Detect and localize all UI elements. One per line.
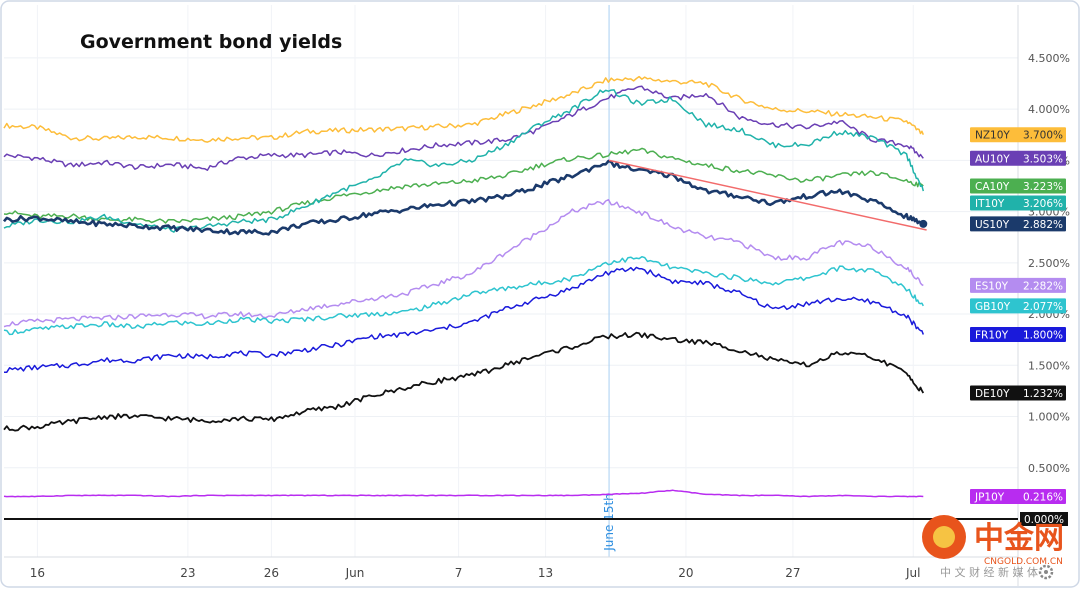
zero-label-bg bbox=[1020, 512, 1068, 526]
x-tick-label: 7 bbox=[455, 566, 463, 580]
series-label-bg bbox=[970, 298, 1066, 314]
watermark-logo: 中金网 CNGOLD.COM.CN 中 文 财 经 新 媒 体 bbox=[922, 515, 1064, 579]
series-label-jp10y: JP10Y 0.216% bbox=[970, 488, 1066, 504]
series-label-de10y: DE10Y 1.232% bbox=[970, 385, 1066, 401]
series-label-value: 3.503% bbox=[1023, 153, 1063, 165]
series-label-name: CA10Y bbox=[975, 181, 1010, 193]
series-label-bg bbox=[970, 150, 1066, 166]
series-label-fr10y: FR10Y 1.800% bbox=[970, 327, 1066, 343]
us10y-end-point bbox=[919, 219, 928, 228]
series-label-bg bbox=[970, 127, 1066, 143]
x-tick-label: 16 bbox=[30, 566, 45, 580]
series-line-nz10y bbox=[3, 75, 924, 143]
series-label-name: NZ10Y bbox=[975, 130, 1010, 142]
watermark-domain: CNGOLD.COM.CN bbox=[984, 557, 1063, 567]
y-tick-label: 1.000% bbox=[1028, 411, 1070, 424]
x-tick-label: 26 bbox=[264, 566, 279, 580]
series-line-ca10y bbox=[3, 147, 924, 224]
series-label-value: 3.223% bbox=[1023, 181, 1063, 193]
series-label-ca10y: CA10Y 3.223% bbox=[970, 178, 1066, 194]
series-line-de10y bbox=[3, 331, 925, 432]
series-label-name: IT10Y bbox=[975, 198, 1005, 210]
series-label-name: ES10Y bbox=[975, 280, 1009, 292]
series-label-name: DE10Y bbox=[975, 388, 1010, 400]
chart-title: Government bond yields bbox=[80, 31, 342, 53]
series-label-value: 2.882% bbox=[1023, 219, 1063, 231]
series-label-gb10y: GB10Y 2.077% bbox=[970, 298, 1066, 314]
zero-value-label: 0.000% bbox=[1020, 512, 1068, 526]
y-tick-label: 0.500% bbox=[1028, 462, 1070, 475]
grid-layer bbox=[4, 5, 1018, 557]
series-label-value: 1.232% bbox=[1023, 388, 1063, 400]
series-label-bg bbox=[970, 178, 1066, 194]
series-label-value: 3.700% bbox=[1023, 130, 1063, 142]
series-line-es10y bbox=[3, 198, 924, 328]
series-label-value: 0.216% bbox=[1023, 491, 1063, 503]
us10y-trend-line bbox=[608, 159, 927, 231]
watermark-brand: 中金网 bbox=[974, 521, 1064, 556]
series-label-bg bbox=[970, 277, 1066, 293]
trend-layer bbox=[608, 159, 927, 231]
series-label-it10y: IT10Y 3.206% bbox=[970, 195, 1066, 211]
series-label-name: GB10Y bbox=[975, 301, 1011, 313]
series-label-value: 2.077% bbox=[1023, 301, 1063, 313]
series-line-gb10y bbox=[3, 255, 924, 336]
x-tick-label: Jun bbox=[345, 566, 365, 580]
series-label-nz10y: NZ10Y 3.700% bbox=[970, 127, 1066, 143]
series-label-au10y: AU10Y 3.503% bbox=[970, 150, 1066, 166]
y-tick-label: 4.500% bbox=[1028, 52, 1070, 65]
series-label-name: JP10Y bbox=[974, 491, 1005, 503]
y-tick-label: 1.500% bbox=[1028, 359, 1070, 372]
series-label-bg bbox=[970, 488, 1066, 504]
y-tick-label: 2.500% bbox=[1028, 257, 1070, 270]
x-tick-label: 13 bbox=[538, 566, 553, 580]
series-label-us10y: US10Y 2.882% bbox=[970, 216, 1066, 232]
series-label-bg bbox=[970, 327, 1066, 343]
june-15-marker-label: June 15th bbox=[602, 493, 616, 552]
series-label-bg bbox=[970, 195, 1066, 211]
series-label-bg bbox=[970, 216, 1066, 232]
series-line-us10y bbox=[2, 159, 924, 236]
x-tick-label: 27 bbox=[785, 566, 800, 580]
zero-label-text: 0.000% bbox=[1024, 514, 1064, 526]
x-tick-label: 23 bbox=[180, 566, 195, 580]
settings-gear-icon[interactable] bbox=[1038, 564, 1054, 580]
series-label-value: 3.206% bbox=[1023, 198, 1063, 210]
series-label-name: AU10Y bbox=[975, 153, 1010, 165]
series-label-name: US10Y bbox=[975, 219, 1010, 231]
series-line-jp10y bbox=[3, 489, 924, 498]
series-layer bbox=[2, 75, 928, 498]
series-label-value: 2.282% bbox=[1023, 280, 1063, 292]
labels-layer: NZ10Y 3.700% AU10Y 3.503% CA10Y 3.223% IT10Y 3.… bbox=[970, 127, 1068, 526]
y-tick-label: 4.000% bbox=[1028, 103, 1070, 116]
series-label-es10y: ES10Y 2.282% bbox=[970, 277, 1066, 293]
watermark-tagline: 中 文 财 经 新 媒 体 bbox=[940, 565, 1038, 579]
series-label-bg bbox=[970, 385, 1066, 401]
series-line-au10y bbox=[3, 85, 924, 171]
x-tick-label: Jul bbox=[905, 566, 920, 580]
series-label-value: 1.800% bbox=[1023, 330, 1063, 342]
series-label-name: FR10Y bbox=[975, 330, 1009, 342]
watermark-logo-inner-icon bbox=[933, 526, 955, 548]
series-line-fr10y bbox=[3, 266, 925, 374]
x-tick-label: 20 bbox=[678, 566, 693, 580]
